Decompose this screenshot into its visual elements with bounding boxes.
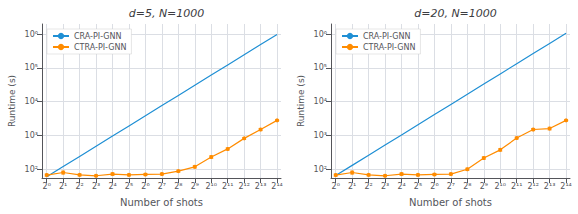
svg-text:10²: 10² [314, 165, 327, 174]
svg-text:2¹¹: 2¹¹ [511, 182, 523, 191]
svg-text:2⁰: 2⁰ [43, 182, 51, 191]
svg-text:d=20, N=1000: d=20, N=1000 [414, 7, 497, 20]
svg-text:2⁸: 2⁸ [174, 182, 182, 191]
svg-text:2⁴: 2⁴ [397, 182, 405, 191]
svg-text:2¹⁴: 2¹⁴ [560, 182, 572, 191]
svg-text:10²: 10² [25, 165, 38, 174]
svg-text:2³: 2³ [381, 182, 389, 191]
svg-text:Number of shots: Number of shots [120, 197, 203, 208]
svg-text:CTRA-PI-GNN: CTRA-PI-GNN [363, 43, 415, 52]
svg-text:2¹⁰: 2¹⁰ [205, 182, 217, 191]
svg-text:10⁶: 10⁶ [314, 30, 327, 39]
svg-text:2⁶: 2⁶ [430, 182, 438, 191]
svg-text:2⁸: 2⁸ [463, 182, 471, 191]
svg-text:2¹²: 2¹² [527, 182, 539, 191]
svg-text:2⁹: 2⁹ [191, 182, 199, 191]
svg-text:2⁰: 2⁰ [332, 182, 340, 191]
svg-text:2¹³: 2¹³ [255, 182, 267, 191]
svg-text:2⁴: 2⁴ [108, 182, 116, 191]
svg-text:2⁵: 2⁵ [414, 182, 422, 191]
svg-text:10⁵: 10⁵ [314, 63, 327, 72]
svg-text:2¹: 2¹ [348, 182, 356, 191]
svg-text:10⁶: 10⁶ [25, 30, 38, 39]
svg-text:2¹¹: 2¹¹ [222, 182, 234, 191]
svg-text:2²: 2² [75, 182, 83, 191]
svg-text:2¹³: 2¹³ [544, 182, 556, 191]
svg-text:10⁵: 10⁵ [25, 63, 38, 72]
svg-text:CRA-PI-GNN: CRA-PI-GNN [74, 32, 122, 41]
svg-text:10⁴: 10⁴ [25, 97, 38, 106]
svg-text:2³: 2³ [92, 182, 100, 191]
svg-text:2⁷: 2⁷ [158, 182, 166, 191]
svg-text:CRA-PI-GNN: CRA-PI-GNN [363, 32, 411, 41]
svg-text:10⁴: 10⁴ [314, 97, 327, 106]
svg-text:CTRA-PI-GNN: CTRA-PI-GNN [74, 43, 126, 52]
svg-text:2¹²: 2¹² [238, 182, 250, 191]
svg-text:Runtime (s): Runtime (s) [7, 75, 17, 127]
svg-text:2¹: 2¹ [59, 182, 67, 191]
svg-text:10³: 10³ [25, 131, 38, 140]
svg-text:2⁷: 2⁷ [447, 182, 455, 191]
svg-text:2⁹: 2⁹ [480, 182, 488, 191]
svg-text:2¹⁰: 2¹⁰ [494, 182, 506, 191]
svg-text:2²: 2² [364, 182, 372, 191]
svg-text:Number of shots: Number of shots [409, 197, 492, 208]
svg-text:Runtime (s): Runtime (s) [296, 75, 306, 127]
svg-text:2⁵: 2⁵ [125, 182, 133, 191]
svg-text:d=5, N=1000: d=5, N=1000 [129, 7, 205, 20]
svg-text:2⁶: 2⁶ [141, 182, 149, 191]
svg-text:10³: 10³ [314, 131, 327, 140]
svg-text:2¹⁴: 2¹⁴ [271, 182, 283, 191]
